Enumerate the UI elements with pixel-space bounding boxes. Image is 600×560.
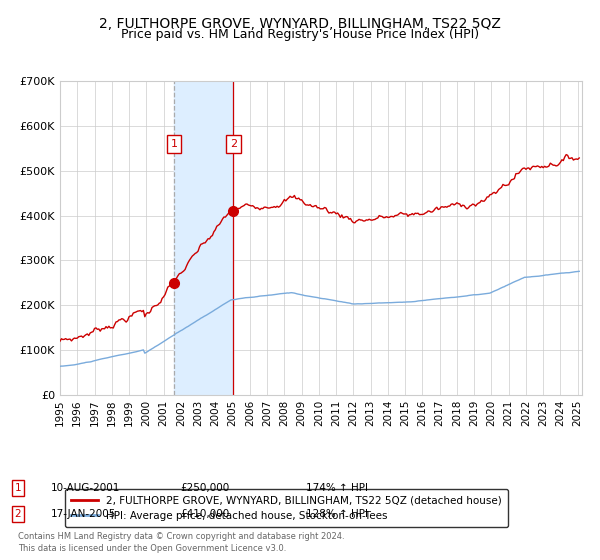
Text: 1: 1	[170, 139, 178, 149]
Bar	[174, 81, 233, 395]
Text: 17-JAN-2005: 17-JAN-2005	[51, 509, 116, 519]
Text: 174% ↑ HPI: 174% ↑ HPI	[306, 483, 368, 493]
Text: £250,000: £250,000	[180, 483, 229, 493]
Text: 2: 2	[230, 139, 237, 149]
Legend: 2, FULTHORPE GROVE, WYNYARD, BILLINGHAM, TS22 5QZ (detached house), HPI: Average: 2, FULTHORPE GROVE, WYNYARD, BILLINGHAM,…	[65, 489, 508, 527]
Text: £410,000: £410,000	[180, 509, 229, 519]
Text: 2, FULTHORPE GROVE, WYNYARD, BILLINGHAM, TS22 5QZ: 2, FULTHORPE GROVE, WYNYARD, BILLINGHAM,…	[99, 17, 501, 31]
Text: Contains HM Land Registry data © Crown copyright and database right 2024.
This d: Contains HM Land Registry data © Crown c…	[18, 533, 344, 553]
Text: 1: 1	[14, 483, 22, 493]
Text: Price paid vs. HM Land Registry's House Price Index (HPI): Price paid vs. HM Land Registry's House …	[121, 28, 479, 41]
Text: 10-AUG-2001: 10-AUG-2001	[51, 483, 121, 493]
Text: 2: 2	[14, 509, 22, 519]
Text: 128% ↑ HPI: 128% ↑ HPI	[306, 509, 368, 519]
